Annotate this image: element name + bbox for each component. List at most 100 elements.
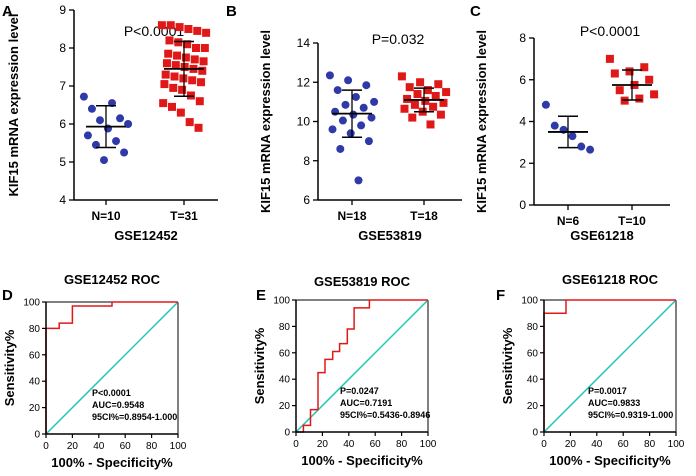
- data-point-t: [170, 72, 179, 81]
- y-axis-label: Sensitivity%: [2, 329, 17, 406]
- x-tick-label: 100: [420, 439, 437, 450]
- stats-annotation: AUC=0.9833: [588, 398, 640, 408]
- x-tick-label: 0: [293, 439, 299, 450]
- y-tick-label: 80: [279, 322, 291, 333]
- data-point-t: [185, 118, 194, 127]
- data-point-n: [95, 116, 104, 125]
- y-tick-label: 60: [29, 350, 41, 361]
- data-point-n: [370, 97, 379, 106]
- y-axis-label: Sensitivity%: [252, 327, 267, 404]
- data-point-n: [124, 120, 133, 128]
- data-point-n: [336, 144, 345, 153]
- data-point-t: [178, 85, 187, 94]
- data-point-t: [162, 59, 171, 68]
- data-point-t: [421, 96, 430, 105]
- panel-letter: C: [470, 3, 481, 20]
- dataset-label: GSE12452: [114, 228, 178, 243]
- y-tick-label: 7: [59, 79, 66, 93]
- data-point-n: [357, 121, 366, 130]
- x-tick-label: 20: [565, 439, 577, 450]
- data-point-n: [367, 113, 376, 122]
- x-tick-label: 0: [43, 441, 49, 452]
- data-point-t: [615, 86, 624, 95]
- y-tick-label: 0: [532, 428, 538, 439]
- data-point-t: [610, 69, 619, 78]
- y-tick-label: 5: [59, 155, 66, 169]
- data-point-t: [194, 123, 203, 132]
- y-tick-label: 12: [297, 75, 311, 89]
- data-point-t: [197, 78, 206, 87]
- y-tick-label: 20: [279, 401, 291, 412]
- reference-line: [543, 299, 677, 433]
- x-tick-label: 40: [591, 439, 603, 450]
- group-label: N=18: [337, 209, 366, 223]
- data-point-t: [400, 104, 409, 113]
- data-point-t: [166, 21, 175, 30]
- y-tick-label: 9: [59, 3, 66, 17]
- data-point-t: [174, 38, 183, 47]
- y-tick-label: 6: [519, 73, 526, 87]
- group-label: T=31: [170, 209, 198, 223]
- data-point-t: [169, 83, 178, 92]
- data-point-n: [344, 76, 353, 85]
- dataset-label: GSE53819: [358, 228, 422, 243]
- data-point-t: [157, 21, 166, 30]
- data-point-t: [173, 51, 182, 60]
- roc-title: GSE12452 ROC: [64, 272, 161, 287]
- y-tick-label: 60: [527, 348, 539, 359]
- y-tick-label: 8: [303, 154, 310, 168]
- data-point-t: [605, 54, 614, 63]
- x-tick-label: 80: [644, 439, 656, 450]
- y-axis-label: KIF15 mRNA expression level: [258, 30, 273, 213]
- data-point-t: [408, 113, 417, 122]
- data-point-t: [200, 44, 209, 52]
- data-point-t: [429, 102, 438, 111]
- data-point-t: [191, 44, 200, 52]
- data-point-t: [202, 28, 211, 37]
- data-point-t: [184, 25, 193, 33]
- data-point-t: [434, 80, 443, 89]
- data-point-n: [550, 121, 559, 130]
- data-point-n: [338, 116, 347, 125]
- roc-curve: [45, 301, 178, 434]
- data-point-n: [112, 137, 121, 146]
- data-point-t: [635, 94, 644, 103]
- data-point-t: [193, 26, 202, 35]
- y-tick-label: 80: [527, 322, 539, 333]
- data-point-n: [346, 129, 355, 138]
- data-point-t: [181, 53, 190, 62]
- data-point-t: [183, 40, 192, 49]
- scatter-panel-c: C 0 2 4 6 8 KIF15 mRNA expression level P<0.000…: [470, 3, 670, 243]
- data-point-t: [439, 98, 448, 107]
- reference-line: [45, 301, 179, 435]
- stats-annotation: P=0.0017: [588, 386, 627, 396]
- data-point-t: [164, 49, 173, 58]
- group-label: T=18: [410, 209, 438, 223]
- data-point-n: [364, 137, 373, 146]
- data-point-n: [325, 71, 334, 80]
- data-point-t: [426, 120, 435, 129]
- data-point-t: [159, 99, 168, 108]
- data-point-t: [436, 110, 445, 119]
- y-tick-label: 4: [519, 115, 526, 129]
- y-tick-label: 20: [527, 401, 539, 412]
- data-point-t: [423, 86, 432, 95]
- data-point-n: [362, 81, 371, 90]
- data-point-n: [349, 110, 358, 119]
- data-point-n: [116, 114, 125, 123]
- stats-annotation: 95CI%=0.5436-0.8946: [340, 410, 430, 420]
- x-tick-label: 40: [343, 439, 355, 450]
- data-point-n: [351, 92, 360, 101]
- data-point-t: [410, 100, 419, 109]
- y-tick-label: 14: [297, 36, 311, 50]
- y-axis-label: KIF15 mRNA expression level: [6, 13, 21, 196]
- panel-letter: B: [226, 3, 237, 20]
- data-point-n: [83, 131, 92, 140]
- data-point-t: [190, 55, 199, 64]
- data-point-t: [171, 61, 180, 70]
- data-point-t: [403, 94, 412, 103]
- panel-letter: A: [2, 3, 13, 20]
- data-point-t: [397, 72, 406, 81]
- stats-annotation: AUC=0.7191: [340, 398, 392, 408]
- x-tick-label: 100: [668, 439, 685, 450]
